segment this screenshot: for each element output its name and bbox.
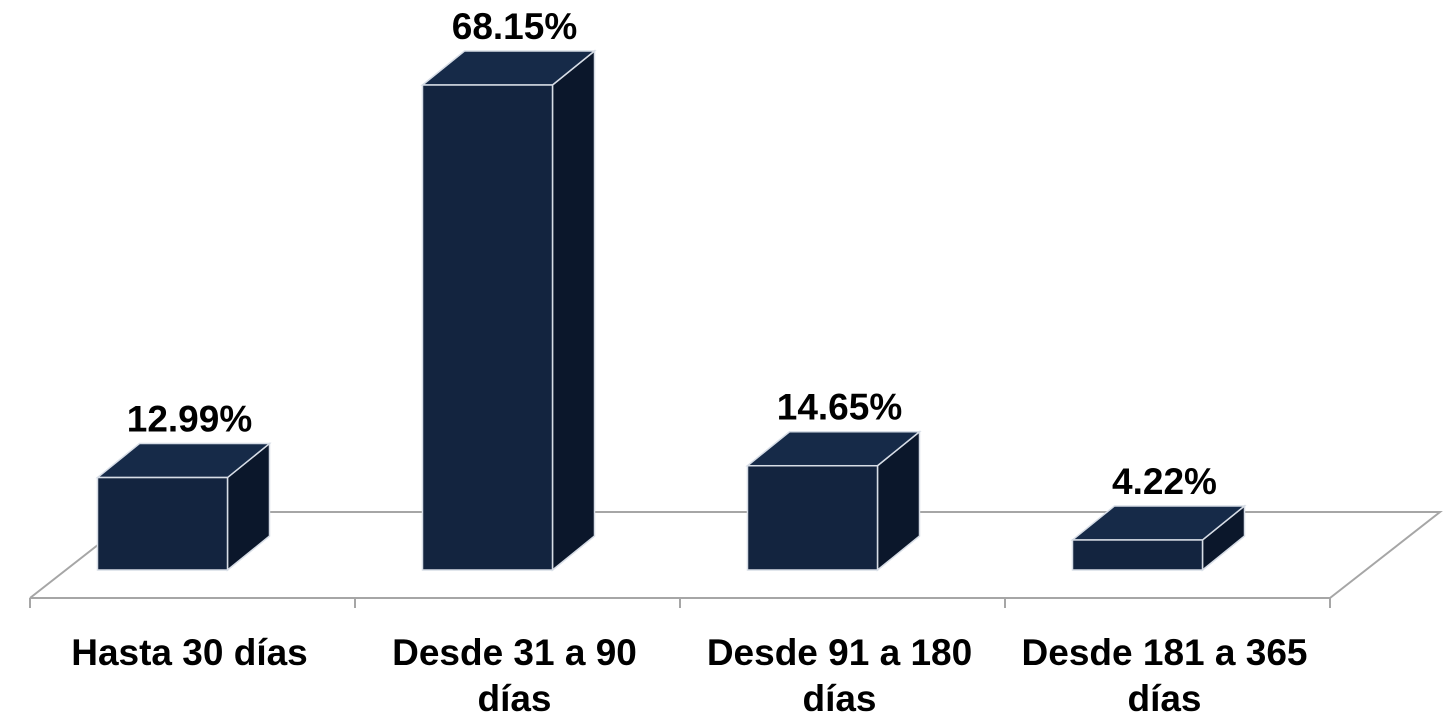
category-label: Desde 31 a 90 días <box>392 632 637 718</box>
bars-group <box>95 49 1247 572</box>
value-label: 12.99% <box>127 399 253 440</box>
bar-front-face <box>746 464 879 571</box>
category-label: Desde 91 a 180 días <box>707 632 972 718</box>
bar <box>95 441 272 572</box>
category-label-line: Desde 91 a 180 <box>707 632 972 673</box>
value-label: 4.22% <box>1112 461 1217 502</box>
category-label-line: Desde 181 a 365 <box>1022 632 1308 673</box>
value-label: 68.15% <box>452 6 578 47</box>
category-label-line: días <box>477 678 551 718</box>
category-label-line: días <box>802 678 876 718</box>
category-label: Hasta 30 días <box>71 632 308 673</box>
bar-front-face <box>1071 539 1204 571</box>
bar-front-face <box>421 84 554 571</box>
value-label: 14.65% <box>777 387 903 428</box>
value-labels-group: 12.99% 68.15% 14.65% 4.22% <box>127 6 1217 502</box>
bar <box>1070 504 1247 572</box>
category-label-line: días <box>1127 678 1201 718</box>
category-label-line: Hasta 30 días <box>71 632 308 673</box>
bar-side-face <box>551 49 596 572</box>
category-label: Desde 181 a 365 días <box>1022 632 1308 718</box>
category-label-line: Desde 31 a 90 <box>392 632 637 673</box>
bar <box>745 430 922 572</box>
bar-front-face <box>96 476 229 571</box>
bar <box>420 49 597 572</box>
